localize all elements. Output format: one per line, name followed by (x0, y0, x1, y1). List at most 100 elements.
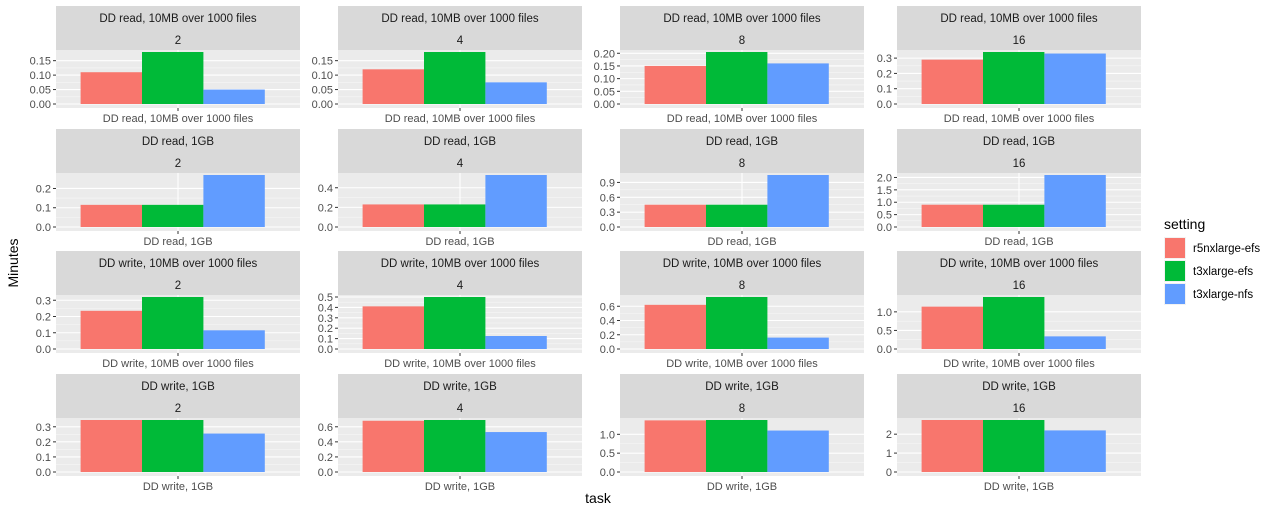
facet-strip-task: DD write, 10MB over 1000 files (940, 258, 1099, 270)
y-tick-label: 1 (886, 448, 892, 460)
y-tick-label: 0.1 (36, 328, 51, 340)
y-tick-label: 0.15 (30, 56, 51, 68)
x-tick-label: DD read, 10MB over 1000 files (103, 113, 254, 125)
facet-strip (56, 374, 300, 418)
bar-r5nxlarge-efs (80, 310, 142, 349)
bar-r5nxlarge-efs (644, 204, 706, 227)
y-tick-label: 0.0 (877, 344, 892, 356)
facet-strip (56, 129, 300, 173)
y-tick-label: 0.3 (600, 207, 615, 219)
bar-r5nxlarge-efs (921, 420, 983, 472)
y-tick-label: 0.5 (318, 292, 333, 304)
x-tick-label: DD write, 1GB (143, 481, 213, 493)
facet-panel: DD read, 1GB 2 0.0 0.1 0.2 DD read, 1GB (36, 129, 300, 248)
bar-t3xlarge-nfs (203, 175, 265, 227)
legend: setting r5nxlarge-efs t3xlarge-efs t3xlarg… (1164, 216, 1260, 305)
y-tick-label: 0.3 (36, 422, 51, 434)
bar-t3xlarge-efs (424, 52, 486, 104)
facet-strip (338, 6, 582, 50)
facet-strip (338, 251, 582, 295)
facet-panel: DD read, 10MB over 1000 files80.000.050.… (594, 6, 864, 125)
facet-strip-nodes: 2 (175, 280, 181, 292)
bar-r5nxlarge-efs (644, 420, 706, 472)
facet-strip-task: DD write, 1GB (423, 381, 497, 393)
bar-t3xlarge-efs (142, 52, 204, 104)
y-tick-label: 0.2 (600, 330, 615, 342)
bar-t3xlarge-nfs (485, 82, 547, 104)
x-tick-label: DD read, 1GB (707, 236, 776, 248)
facet-strip (56, 251, 300, 295)
facet-strip-task: DD write, 1GB (141, 381, 215, 393)
y-tick-label: 0.3 (318, 313, 333, 325)
bar-r5nxlarge-efs (362, 306, 424, 349)
bar-r5nxlarge-efs (80, 420, 142, 472)
y-tick-label: 0.4 (318, 437, 333, 449)
bar-r5nxlarge-efs (644, 304, 706, 349)
y-tick-label: 2 (886, 429, 892, 441)
facet-strip (620, 374, 864, 418)
x-tick-label: DD write, 1GB (707, 481, 777, 493)
facet-panel: DD write, 10MB over 1000 files 8 0.0 0.2 0.4… (600, 251, 864, 370)
facet-panel: DD read, 10MB over 1000 files 4 0.00 0.05 0.… (312, 6, 582, 125)
x-tick-label: DD write, 10MB over 1000 files (384, 358, 536, 370)
y-tick-label: 1.0 (877, 197, 892, 209)
y-tick-label: 2.0 (877, 172, 892, 184)
bar-t3xlarge-efs (983, 52, 1045, 104)
facet-panel: DD read, 10MB over 1000 files 16 0.0 0.1 0.2… (877, 6, 1141, 125)
bar-t3xlarge-efs (424, 297, 486, 349)
facet-strip-nodes: 8 (739, 403, 745, 415)
bar-r5nxlarge-efs (80, 204, 142, 227)
y-tick-label: 0.2 (36, 312, 51, 324)
x-tick-label: DD write, 10MB over 1000 files (943, 358, 1095, 370)
bar-t3xlarge-nfs (203, 330, 265, 349)
facet-panel: DD read, 1GB 8 0.0 0.3 0.6 0.9 DD read, 1GB (600, 129, 864, 248)
bar-t3xlarge-efs (706, 204, 768, 227)
facet-strip-nodes: 4 (457, 158, 464, 170)
y-tick-label: 0.0 (318, 222, 333, 234)
y-tick-label: 0.2 (877, 68, 892, 80)
y-tick-label: 0.0 (318, 344, 333, 356)
y-tick-label: 0.6 (600, 192, 615, 204)
bar-t3xlarge-nfs (485, 336, 547, 349)
legend-label: t3xlarge-efs (1193, 266, 1253, 278)
facet-grid: DD read, 10MB over 1000 files20.000.050.… (30, 6, 1141, 493)
bar-t3xlarge-nfs (1044, 53, 1106, 104)
facet-panel: DD read, 10MB over 1000 files 2 0.00 0.05 0.… (30, 6, 300, 125)
bar-t3xlarge-nfs (203, 89, 265, 104)
facet-strip (56, 6, 300, 50)
facet-panel: DD write, 1GB 2 0.0 0.1 0.2 0.3 DD write, 1GB (36, 374, 300, 493)
x-tick-label: DD write, 1GB (425, 481, 495, 493)
facet-strip (338, 129, 582, 173)
facet-strip-nodes: 8 (739, 280, 745, 292)
x-tick-label: DD read, 10MB over 1000 files (944, 113, 1095, 125)
facet-strip-nodes: 8 (739, 158, 745, 170)
legend-label: r5nxlarge-efs (1193, 243, 1260, 255)
y-tick-label: 0.2 (318, 452, 333, 464)
facet-panel: DD write, 1GB 8 0.0 0.5 1.0 DD write, 1GB (600, 374, 864, 493)
facet-strip (338, 374, 582, 418)
bar-t3xlarge-efs (424, 204, 486, 227)
facet-panel: DD write, 10MB over 1000 files 2 0.0 0.1 0.2… (36, 251, 300, 370)
y-tick-label: 0.0 (36, 344, 51, 356)
bar-t3xlarge-efs (706, 297, 768, 349)
bar-t3xlarge-efs (983, 297, 1045, 349)
x-tick-label: DD read, 10MB over 1000 files (385, 113, 536, 125)
bar-t3xlarge-nfs (1044, 175, 1106, 227)
facet-strip-task: DD read, 1GB (706, 136, 779, 148)
y-tick-label: 0.1 (36, 203, 51, 215)
facet-strip-nodes: 4 (457, 280, 464, 292)
bar-t3xlarge-nfs (767, 337, 829, 349)
y-tick-label: 1.0 (600, 429, 615, 441)
facet-strip (620, 129, 864, 173)
bar-t3xlarge-efs (424, 420, 486, 472)
x-tick-label: DD write, 1GB (984, 481, 1054, 493)
bar-t3xlarge-nfs (485, 432, 547, 472)
bar-r5nxlarge-efs (921, 204, 983, 227)
bar-r5nxlarge-efs (921, 306, 983, 349)
bar-r5nxlarge-efs (644, 65, 706, 104)
facet-strip-task: DD write, 10MB over 1000 files (381, 258, 540, 270)
facet-strip-nodes: 8 (739, 35, 745, 47)
x-tick-label: DD read, 1GB (425, 236, 494, 248)
facet-strip-task: DD write, 10MB over 1000 files (99, 258, 258, 270)
facet-strip-nodes: 2 (175, 403, 181, 415)
